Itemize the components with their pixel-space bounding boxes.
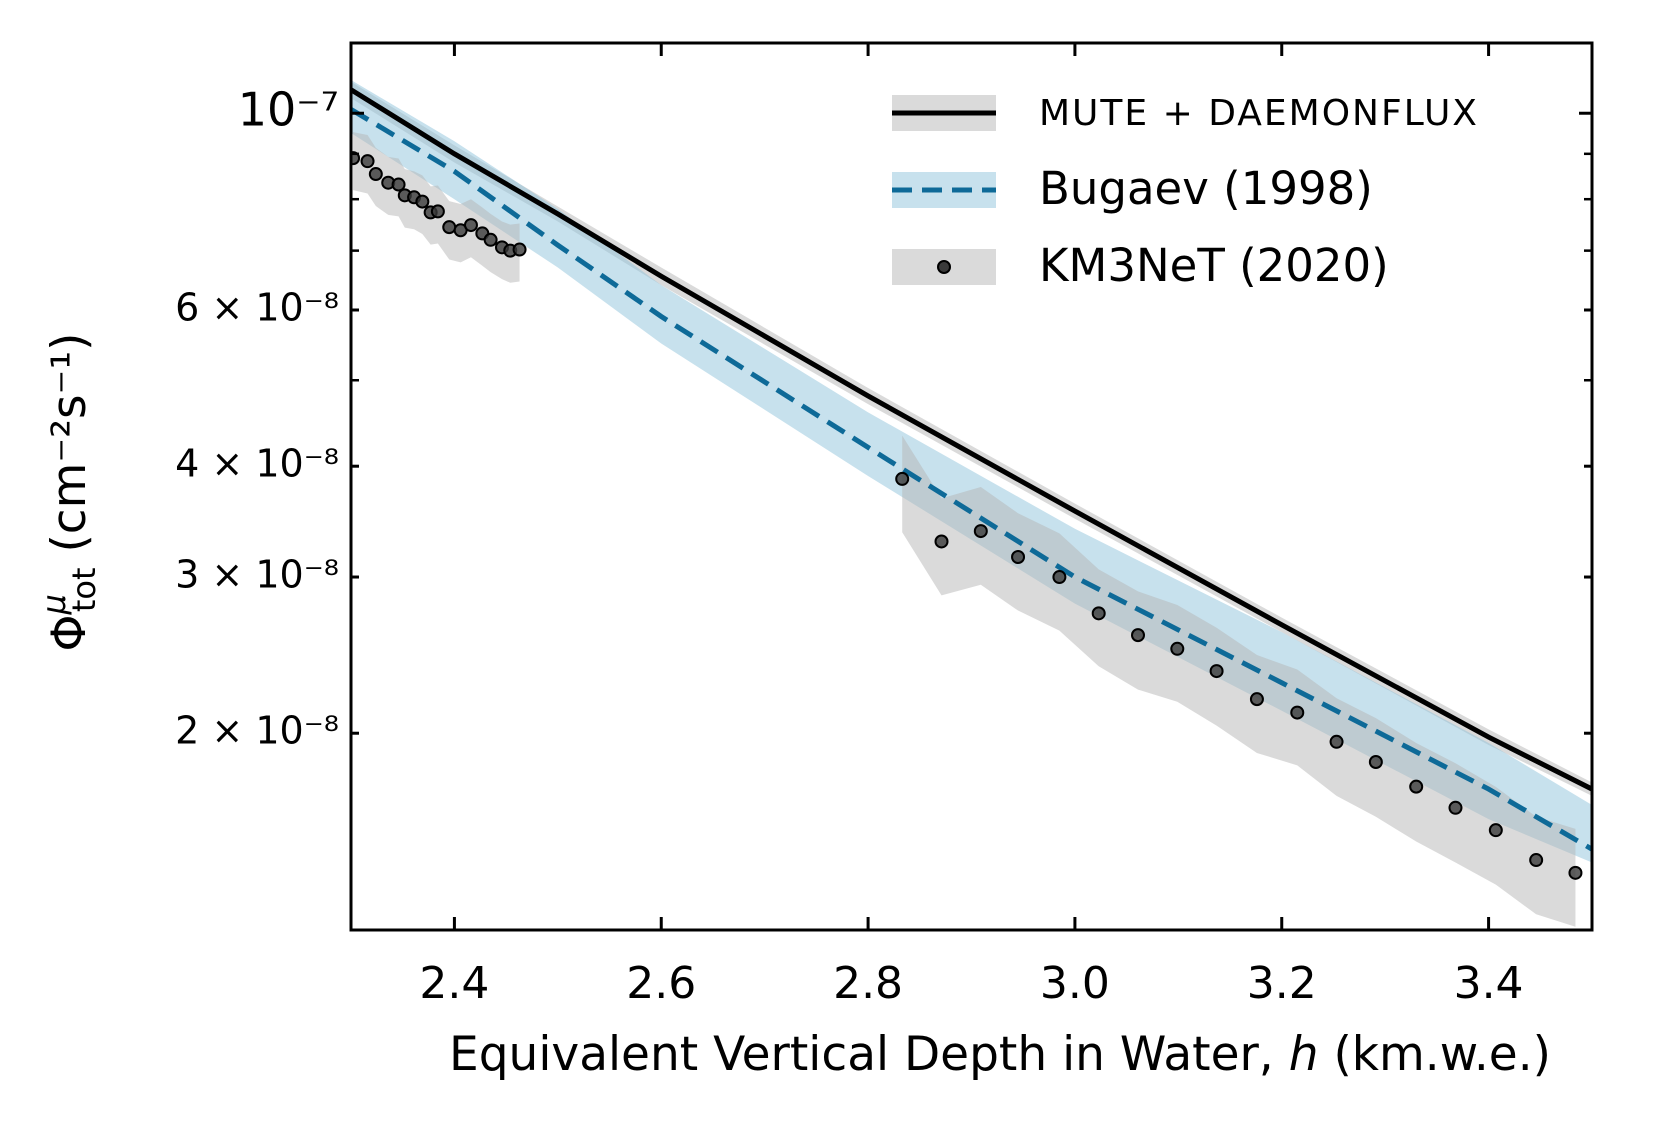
series-line xyxy=(351,87,1592,792)
data-point xyxy=(483,232,498,247)
y-label-subscript: tot xyxy=(65,568,103,613)
data-point xyxy=(391,177,406,192)
data-point xyxy=(1170,641,1185,656)
data-point xyxy=(430,204,445,219)
data-point xyxy=(1131,628,1146,643)
data-point xyxy=(1368,755,1383,770)
x-label-symbol: h xyxy=(1289,1027,1319,1082)
y-label-unit: (cm⁻²s⁻¹) xyxy=(42,332,97,567)
plot-area xyxy=(351,80,1592,927)
x-tick-label: 3.0 xyxy=(1040,958,1110,1009)
data-point xyxy=(895,471,910,486)
x-label-text: Equivalent Vertical Depth in Water, xyxy=(449,1027,1289,1082)
data-point xyxy=(415,194,430,209)
x-tick-label: 3.4 xyxy=(1454,958,1524,1009)
x-label-unit: (km.w.e.) xyxy=(1319,1027,1551,1082)
data-point xyxy=(368,167,383,182)
legend-label: KM3NeT (2020) xyxy=(1039,239,1389,292)
data-point xyxy=(973,524,988,539)
x-tick-label: 2.6 xyxy=(626,958,696,1009)
series-line xyxy=(351,107,1592,852)
x-tick-label: 2.4 xyxy=(419,958,489,1009)
x-tick-label: 3.2 xyxy=(1247,958,1317,1009)
y-tick-label: 2 × 10⁻⁸ xyxy=(175,709,339,753)
x-tick-label: 2.8 xyxy=(833,958,903,1009)
data-point xyxy=(1488,823,1503,838)
error-band xyxy=(902,435,1576,927)
data-point xyxy=(1529,853,1544,868)
y-label-symbol: Φ xyxy=(42,615,97,652)
data-point xyxy=(512,242,527,257)
legend: MUTE + DAEMONFLUX Bugaev (1998) KM3NeT (20… xyxy=(892,93,1479,292)
y-tick-label: 3 × 10⁻⁸ xyxy=(175,553,339,597)
legend-label: MUTE + DAEMONFLUX xyxy=(1039,93,1479,134)
data-point xyxy=(1568,865,1583,880)
data-point xyxy=(1448,800,1463,815)
data-point xyxy=(934,534,949,549)
data-point xyxy=(442,220,457,235)
data-point xyxy=(351,151,361,166)
data-point xyxy=(1329,734,1344,749)
data-point xyxy=(463,218,478,233)
data-point xyxy=(1409,779,1424,794)
data-point xyxy=(1052,570,1067,585)
y-tick-label: 10⁻⁷ xyxy=(238,83,339,137)
data-point xyxy=(1249,692,1264,707)
axes-frame xyxy=(349,41,1594,932)
data-point xyxy=(1091,606,1106,621)
y-axis-label: Φμtot (cm⁻²s⁻¹) xyxy=(35,332,103,651)
y-tick-label: 4 × 10⁻⁸ xyxy=(175,442,339,486)
legend-label: Bugaev (1998) xyxy=(1039,162,1373,215)
y-tick-label: 6 × 10⁻⁸ xyxy=(175,286,339,330)
legend-marker xyxy=(937,260,951,274)
x-axis-label: Equivalent Vertical Depth in Water, h (k… xyxy=(449,1027,1551,1082)
data-point xyxy=(1011,550,1026,565)
data-point xyxy=(360,154,375,169)
data-point xyxy=(1209,664,1224,679)
data-point xyxy=(1290,705,1305,720)
y-label-superscript: μ xyxy=(35,594,73,615)
